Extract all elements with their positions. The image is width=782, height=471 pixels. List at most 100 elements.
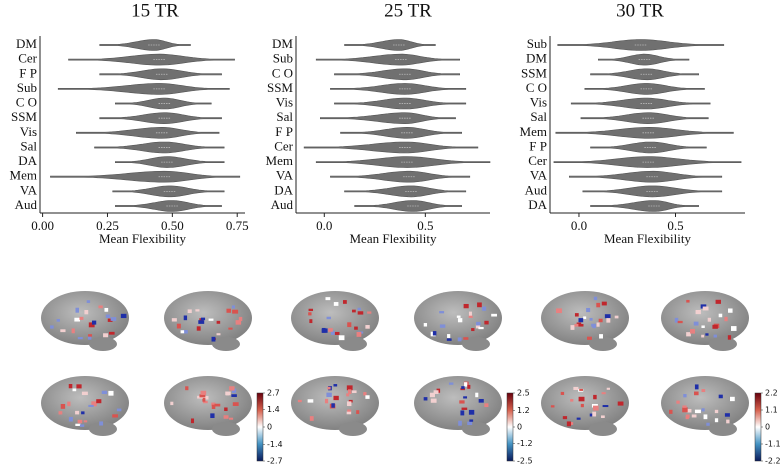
category-label: Aud (525, 182, 548, 197)
activation-spot (326, 392, 332, 398)
category-label: SSM (11, 109, 37, 124)
colorbar-tick-label: -1.1 (765, 440, 781, 449)
activation-spot (690, 328, 695, 334)
violin (115, 200, 222, 212)
activation-spot (347, 322, 352, 328)
brain-stem (339, 422, 367, 436)
x-tick-label: 0.50 (161, 218, 184, 233)
brain-stem (212, 422, 240, 436)
brain-stem (589, 337, 617, 351)
violin (334, 68, 460, 81)
category-label: Sal (530, 109, 547, 124)
category-label: Sub (527, 36, 547, 51)
activation-spot (346, 411, 352, 415)
activation-spot (228, 327, 233, 330)
activation-spot (478, 326, 484, 330)
brain (41, 376, 129, 430)
activation-spot (614, 315, 619, 319)
category-label: Cer (18, 51, 37, 66)
activation-spot (71, 328, 75, 334)
activation-spot (88, 334, 93, 337)
activation-spot (457, 337, 462, 342)
activation-spot (342, 300, 347, 304)
activation-spot (578, 324, 584, 327)
activation-spot (718, 394, 723, 399)
activation-spot (187, 309, 192, 314)
activation-spot (574, 323, 579, 327)
activation-spot (477, 302, 482, 308)
violin (99, 39, 191, 51)
activation-spot (176, 323, 181, 329)
activation-spot (101, 390, 108, 394)
activation-spot (573, 386, 579, 390)
brain-stem (589, 422, 617, 436)
activation-spot (569, 422, 574, 425)
activation-spot (592, 405, 599, 411)
activation-spot (701, 408, 705, 412)
category-label: Mem (520, 124, 547, 139)
activation-spot (724, 413, 730, 417)
activation-spot (726, 419, 730, 424)
activation-spot (357, 307, 361, 311)
violin (330, 83, 467, 95)
category-label: DM (526, 51, 547, 66)
category-label: Vis (276, 95, 293, 110)
activation-spot (674, 317, 679, 323)
activation-spot (198, 320, 205, 324)
brain-stem (89, 422, 117, 436)
activation-spot (108, 390, 114, 396)
activation-spot (482, 306, 487, 311)
activation-spot (110, 317, 117, 321)
x-tick-label: 0.0 (316, 218, 332, 233)
activation-spot (475, 392, 479, 398)
activation-spot (120, 313, 127, 319)
activation-spot (576, 417, 581, 420)
activation-spot (346, 401, 352, 407)
category-label: DM (272, 36, 293, 51)
activation-spot (357, 311, 364, 315)
activation-spot (60, 403, 66, 409)
activation-spot (226, 308, 231, 313)
brain (164, 376, 252, 430)
category-label: Sal (276, 109, 293, 124)
activation-spot (367, 311, 372, 314)
chart-title: 15 TR (131, 0, 179, 21)
activation-spot (682, 407, 688, 413)
activation-spot (691, 414, 697, 418)
activation-spot (676, 400, 680, 404)
brain-stem (462, 337, 490, 351)
activation-spot (592, 411, 597, 417)
activation-spot (467, 421, 473, 426)
category-label: Sub (17, 80, 37, 95)
activation-spot (199, 394, 206, 398)
activation-spot (81, 391, 88, 396)
activation-spot (724, 316, 728, 322)
activation-spot (459, 400, 465, 404)
violin (344, 39, 436, 51)
violin (68, 53, 235, 66)
activation-spot (456, 315, 461, 318)
brain (291, 291, 379, 345)
colorbar-tick-label: 1.2 (517, 406, 530, 415)
activation-spot (196, 326, 201, 331)
activation-spot (210, 413, 215, 419)
activation-spot (74, 317, 80, 322)
activation-spot (669, 409, 673, 414)
violin (590, 68, 699, 81)
violin (57, 83, 230, 95)
activation-spot (112, 414, 119, 418)
x-axis-label: Mean Flexibility (99, 231, 187, 246)
x-tick-label: 0.5 (417, 218, 433, 233)
activation-spot (327, 386, 331, 390)
activation-spot (352, 309, 356, 313)
activation-spot (556, 308, 562, 314)
violin (580, 112, 709, 125)
activation-spot (550, 405, 555, 408)
activation-spot (231, 305, 236, 309)
brain (541, 376, 629, 430)
colorbar-tick-label: 0 (517, 423, 522, 432)
activation-spot (67, 401, 71, 407)
activation-spot (730, 396, 735, 402)
x-axis-label: Mean Flexibility (604, 231, 692, 246)
activation-spot (701, 325, 705, 328)
